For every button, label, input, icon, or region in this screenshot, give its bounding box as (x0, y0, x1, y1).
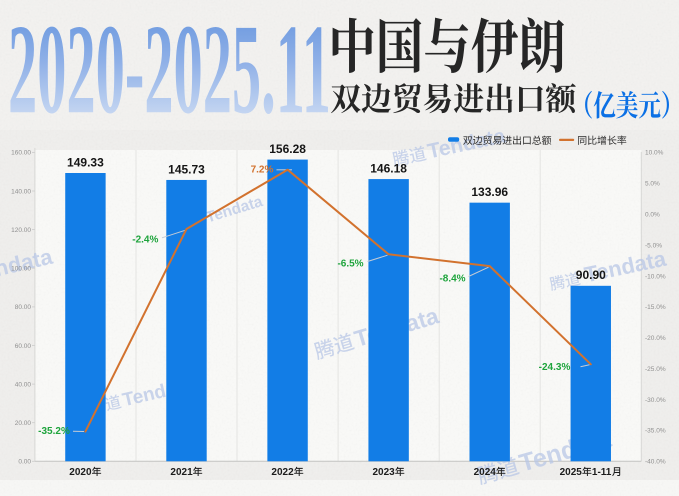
svg-text:2020: 2020 (69, 467, 92, 478)
svg-text:60.00: 60.00 (15, 343, 32, 350)
svg-text:2024: 2024 (474, 467, 497, 478)
svg-text:90.90: 90.90 (576, 268, 606, 282)
svg-text:-40.0%: -40.0% (645, 459, 666, 466)
svg-text:2022: 2022 (271, 467, 294, 478)
svg-text:140.00: 140.00 (11, 188, 31, 195)
svg-text:10.0%: 10.0% (645, 150, 664, 157)
svg-text:-24.3%: -24.3% (539, 362, 571, 373)
svg-text:-6.5%: -6.5% (337, 259, 363, 270)
svg-text:5.0%: 5.0% (645, 181, 660, 188)
svg-text:133.96: 133.96 (471, 185, 508, 199)
svg-text:-2.4%: -2.4% (132, 234, 158, 245)
svg-text:156.28: 156.28 (269, 142, 306, 156)
svg-text:-5.0%: -5.0% (645, 242, 662, 249)
svg-text:2023: 2023 (373, 467, 396, 478)
svg-text:20.00: 20.00 (15, 420, 32, 427)
svg-text:-8.4%: -8.4% (439, 274, 465, 285)
svg-text:160.00: 160.00 (11, 150, 31, 157)
svg-text:1-11: 1-11 (592, 467, 612, 478)
svg-text:2020-2025.11: 2020-2025.11 (8, 0, 331, 141)
svg-text:0.0%: 0.0% (645, 212, 660, 219)
svg-text:-30.0%: -30.0% (645, 397, 666, 404)
svg-text:7.2%: 7.2% (251, 165, 274, 176)
svg-text:-10.0%: -10.0% (645, 273, 666, 280)
svg-text:-20.0%: -20.0% (645, 335, 666, 342)
svg-text:149.33: 149.33 (67, 155, 104, 169)
svg-text:-35.2%: -35.2% (38, 426, 70, 437)
svg-text:-25.0%: -25.0% (645, 366, 666, 373)
svg-text:146.18: 146.18 (370, 161, 407, 175)
svg-text:80.00: 80.00 (15, 304, 32, 311)
svg-text:100.00: 100.00 (11, 266, 31, 273)
svg-text:120.00: 120.00 (11, 227, 31, 234)
svg-text:145.73: 145.73 (168, 162, 205, 176)
svg-text:40.00: 40.00 (15, 381, 32, 388)
svg-text:0.00: 0.00 (18, 459, 31, 466)
svg-text:2021: 2021 (170, 467, 193, 478)
svg-text:-35.0%: -35.0% (645, 428, 666, 435)
svg-text:2025: 2025 (560, 467, 583, 478)
svg-text:-15.0%: -15.0% (645, 304, 666, 311)
